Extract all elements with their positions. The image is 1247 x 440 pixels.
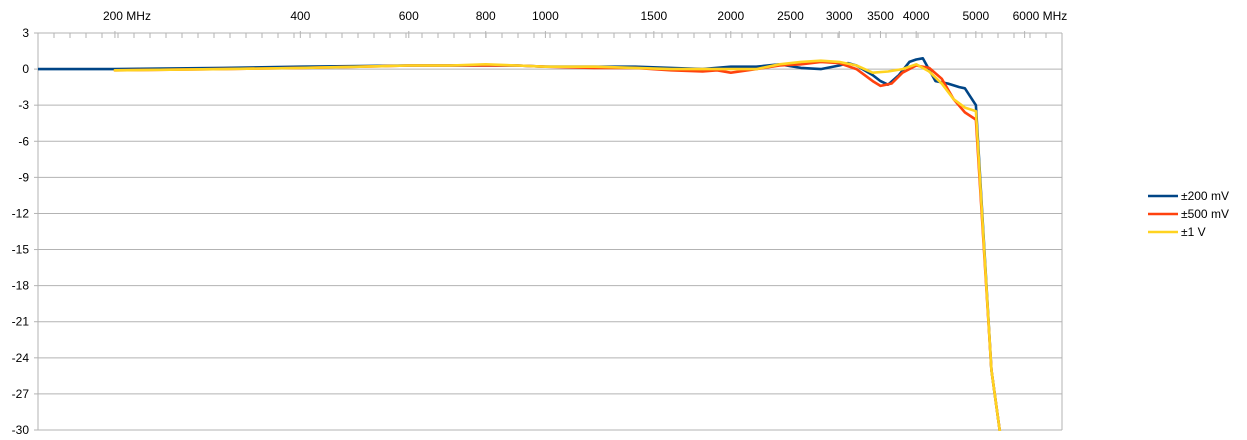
- x-tick-label: 2500: [777, 9, 804, 23]
- legend-label: ±200 mV: [1181, 189, 1229, 203]
- series-layer: [38, 56, 1002, 431]
- y-tick-label: -6: [18, 134, 29, 148]
- legend-label: ±1 V: [1181, 225, 1206, 239]
- y-tick-label: -27: [12, 387, 30, 401]
- y-tick-label: -30: [12, 423, 30, 437]
- x-tick-label: 6000 MHz: [1013, 9, 1068, 23]
- x-tick-label: 3000: [826, 9, 853, 23]
- y-tick-label: 0: [22, 62, 29, 76]
- axis-layer: [34, 31, 1063, 431]
- legend: ±200 mV ±500 mV ±1 V: [1148, 189, 1229, 239]
- x-tick-label: 200 MHz: [103, 9, 151, 23]
- y-tick-label: 3: [22, 26, 29, 40]
- series-line-2: [113, 60, 1002, 431]
- x-tick-label: 4000: [903, 9, 930, 23]
- x-tick-label: 400: [290, 9, 310, 23]
- series-line-3: [113, 59, 1002, 431]
- y-tick-label: -18: [12, 279, 30, 293]
- x-tick-label: 5000: [963, 9, 990, 23]
- y-tick-label: -21: [12, 315, 30, 329]
- y-tick-label: -3: [18, 98, 29, 112]
- x-tick-label: 3500: [867, 9, 894, 23]
- legend-label: ±500 mV: [1181, 207, 1229, 221]
- y-tick-label: -12: [12, 206, 30, 220]
- x-tick-label: 2000: [717, 9, 744, 23]
- y-tick-label: -15: [12, 243, 30, 257]
- grid-layer: [38, 32, 1062, 431]
- x-tick-label: 800: [476, 9, 496, 23]
- y-tick-label: -9: [18, 170, 29, 184]
- x-tick-label: 1000: [532, 9, 559, 23]
- x-tick-label: 600: [399, 9, 419, 23]
- y-tick-label: -24: [12, 351, 30, 365]
- x-tick-label: 1500: [640, 9, 667, 23]
- tick-labels: 3 0 -3 -6 -9 -12 -15 -18 -21 -24 -27 -30 200 MHz 400 6…: [12, 9, 1068, 437]
